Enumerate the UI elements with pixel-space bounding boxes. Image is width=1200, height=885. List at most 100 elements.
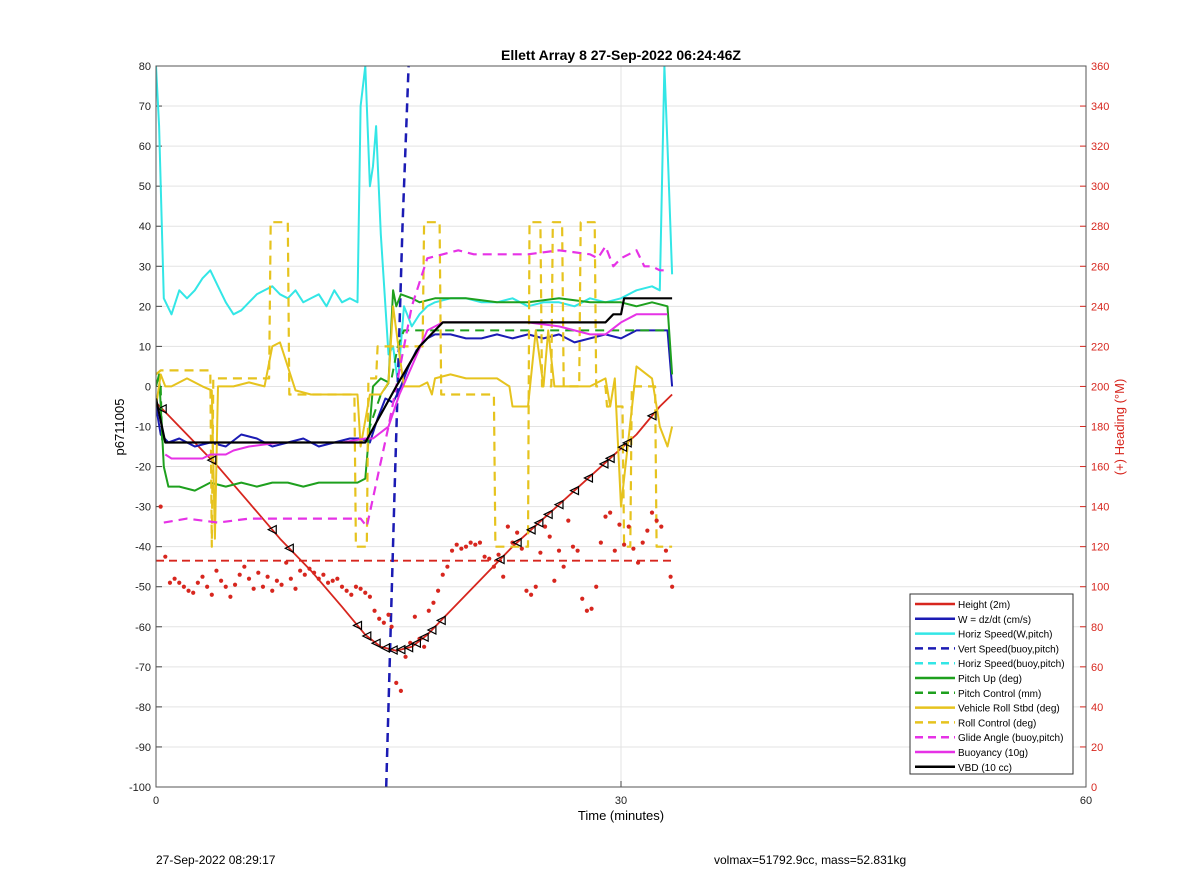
heading-point bbox=[353, 584, 359, 589]
heading-point bbox=[242, 564, 247, 569]
heading-point bbox=[598, 540, 603, 545]
heading-point bbox=[288, 576, 293, 581]
right-y-tick-label: 160 bbox=[1091, 462, 1109, 474]
heading-point bbox=[542, 524, 548, 529]
legend-box bbox=[909, 593, 1074, 775]
heading-point bbox=[654, 518, 659, 523]
heading-point bbox=[670, 584, 675, 589]
heading-point bbox=[640, 540, 645, 545]
series-glide bbox=[163, 245, 668, 528]
direction-markers bbox=[156, 403, 657, 655]
heading-point bbox=[608, 510, 613, 515]
heading-point bbox=[566, 518, 571, 523]
series-buoyancy bbox=[164, 313, 668, 460]
y-axis-right-label: (+) Heading (°M) bbox=[1112, 379, 1127, 476]
heading-point bbox=[487, 556, 492, 561]
heading-point bbox=[631, 546, 636, 551]
heading-point bbox=[377, 616, 382, 621]
y-tick-label: -80 bbox=[135, 702, 151, 714]
heading-point bbox=[389, 624, 394, 629]
heading-point bbox=[459, 546, 464, 551]
legend-entry: Horiz Speed(buoy,pitch) bbox=[958, 659, 1065, 670]
heading-point bbox=[515, 530, 520, 535]
depth-marker bbox=[370, 638, 381, 649]
right-y-tick-label: 100 bbox=[1091, 582, 1109, 594]
legend-entry: Roll Control (deg) bbox=[958, 718, 1036, 729]
right-y-tick-label: 300 bbox=[1091, 181, 1109, 193]
heading-point bbox=[431, 600, 436, 605]
heading-point bbox=[335, 576, 340, 581]
heading-point bbox=[635, 560, 641, 565]
heading-point bbox=[496, 552, 501, 557]
right-y-tick-label: 40 bbox=[1091, 702, 1103, 714]
x-tick-label: 30 bbox=[615, 795, 627, 807]
heading-point bbox=[617, 522, 622, 527]
heading-point bbox=[293, 586, 298, 591]
heading-point bbox=[181, 584, 186, 589]
heading-point bbox=[321, 572, 326, 577]
heading-point bbox=[325, 580, 331, 585]
depth-marker bbox=[621, 437, 632, 448]
depth-marker bbox=[553, 499, 564, 510]
heading-point bbox=[260, 584, 266, 589]
heading-point bbox=[463, 544, 469, 549]
heading-point bbox=[256, 570, 261, 575]
legend-entry: VBD (10 cc) bbox=[958, 763, 1012, 774]
series-vbd bbox=[156, 297, 673, 444]
y-tick-label: -50 bbox=[135, 582, 151, 594]
heading-point bbox=[580, 596, 585, 601]
y-tick-label: -10 bbox=[135, 422, 151, 434]
y-tick-label: 20 bbox=[139, 301, 151, 313]
right-y-tick-label: 0 bbox=[1091, 782, 1097, 794]
heading-point bbox=[575, 548, 580, 553]
depth-marker bbox=[435, 615, 446, 626]
heading-point bbox=[316, 576, 321, 581]
series-roll bbox=[156, 305, 674, 540]
legend-entry: Glide Angle (buoy,pitch) bbox=[958, 733, 1063, 744]
depth-marker bbox=[494, 554, 505, 565]
footer-timestamp: 27-Sep-2022 08:29:17 bbox=[156, 853, 276, 867]
right-y-tick-label: 140 bbox=[1091, 502, 1109, 514]
depth-marker bbox=[583, 473, 594, 483]
heading-point bbox=[209, 592, 214, 597]
right-y-tick-label: 200 bbox=[1091, 381, 1109, 393]
x-axis: 0 30 60 bbox=[153, 781, 1092, 807]
heading-point bbox=[270, 588, 275, 593]
heading-point bbox=[589, 606, 594, 611]
heading-point bbox=[547, 534, 552, 539]
heading-point bbox=[372, 608, 377, 613]
heading-point bbox=[246, 576, 252, 581]
heading-point bbox=[645, 528, 650, 533]
heading-point bbox=[265, 574, 270, 579]
heading-point bbox=[412, 614, 417, 619]
heading-point bbox=[668, 574, 673, 579]
right-y-tick-label: 320 bbox=[1091, 141, 1109, 153]
depth-marker bbox=[283, 543, 294, 554]
y-tick-label: 30 bbox=[139, 261, 151, 273]
footer-mass-info: volmax=51792.9cc, mass=52.831kg bbox=[714, 853, 907, 867]
heading-point bbox=[205, 584, 210, 589]
heading-point bbox=[538, 550, 543, 555]
heading-point bbox=[339, 584, 345, 589]
depth-marker bbox=[569, 485, 580, 496]
heading-point bbox=[584, 608, 590, 613]
legend-entry: Horiz Speed(W,pitch) bbox=[958, 630, 1052, 641]
heading-point bbox=[386, 612, 391, 617]
heading-point bbox=[363, 590, 368, 595]
series-horiz bbox=[156, 66, 674, 384]
heading-point bbox=[219, 578, 224, 583]
heading-point bbox=[505, 524, 510, 529]
y-tick-label: 40 bbox=[139, 221, 151, 233]
y-tick-label: 70 bbox=[139, 101, 151, 113]
right-y-tick-label: 120 bbox=[1091, 542, 1109, 554]
y-tick-label: -70 bbox=[135, 662, 151, 674]
heading-point bbox=[473, 542, 478, 547]
right-y-tick-label: 80 bbox=[1091, 622, 1103, 634]
series-roll_ctrl bbox=[156, 221, 673, 548]
heading-point bbox=[519, 546, 524, 551]
y-tick-label: -100 bbox=[129, 782, 151, 794]
y-tick-label: 80 bbox=[139, 61, 151, 73]
legend-entry: Vehicle Roll Stbd (deg) bbox=[958, 704, 1060, 715]
heading-point bbox=[186, 588, 191, 593]
